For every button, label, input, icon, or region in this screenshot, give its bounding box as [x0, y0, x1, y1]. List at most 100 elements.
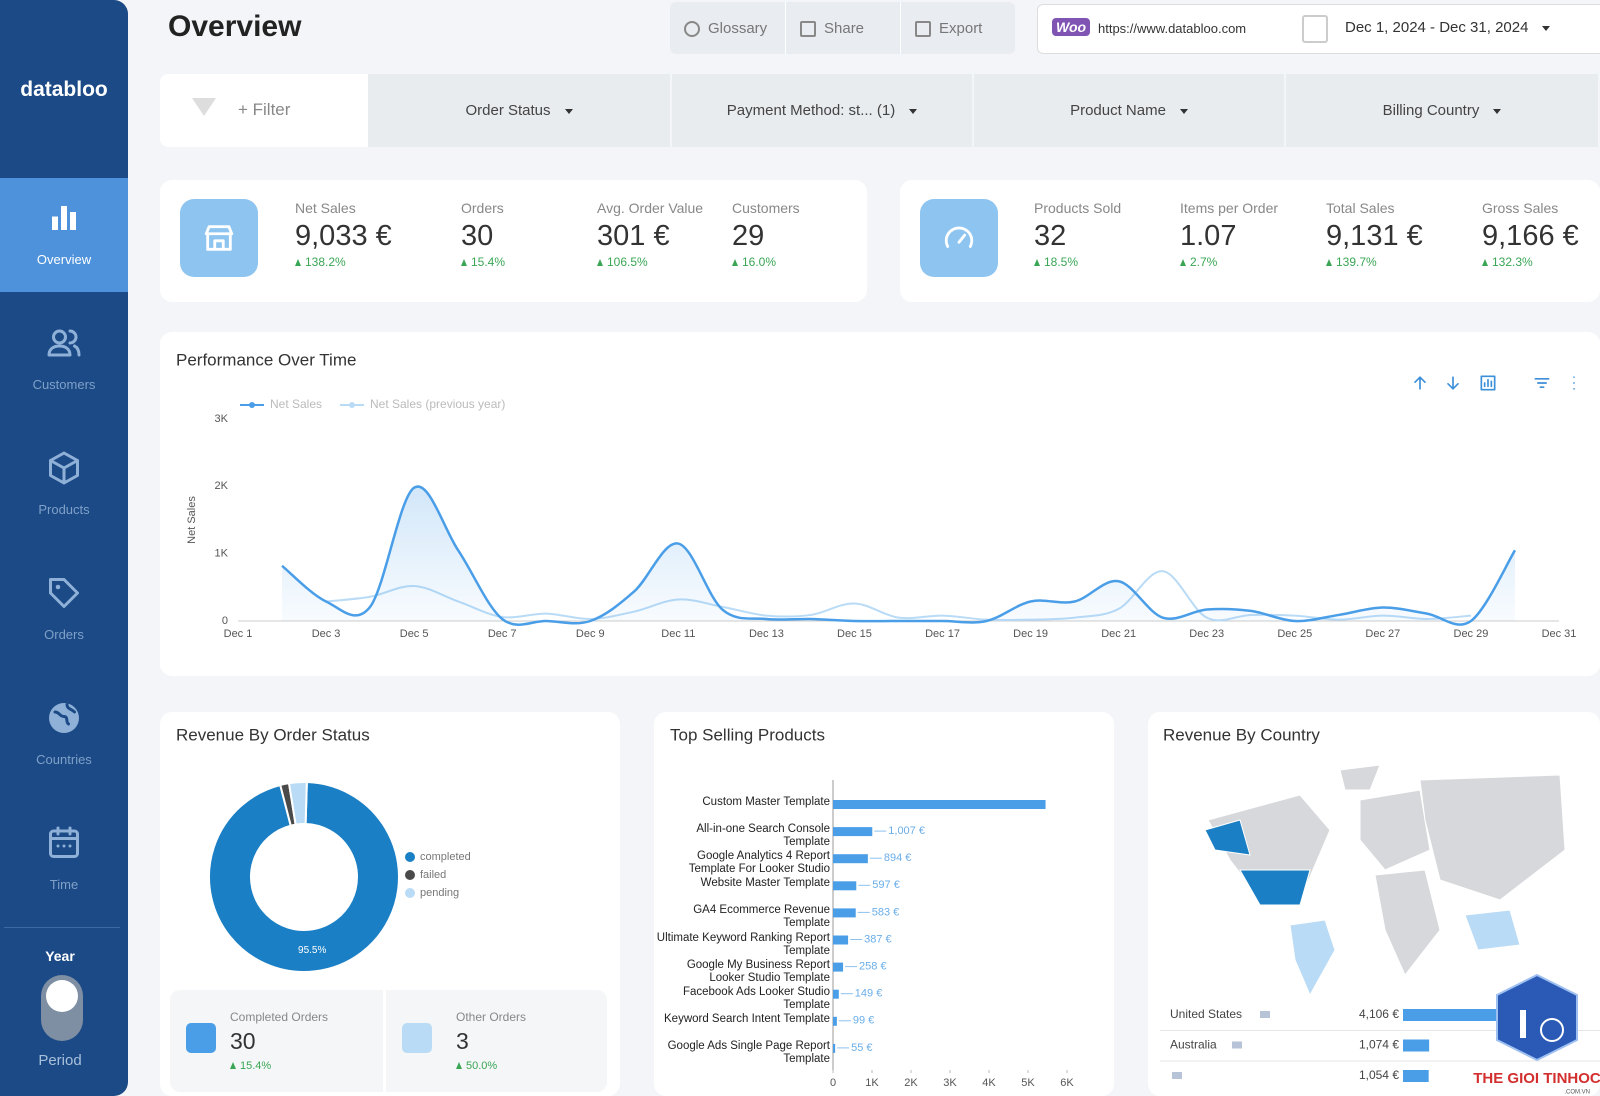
nav-icon-part: [52, 216, 58, 230]
kpi-label: Products Sold: [1034, 200, 1122, 216]
value-label: 149 €: [855, 988, 883, 1000]
nav-item[interactable]: Countries: [0, 678, 128, 792]
kpi-value: 1.07: [1180, 220, 1237, 252]
order-summary-icon: [186, 1023, 216, 1053]
category-label: Custom Master Template: [702, 796, 830, 808]
header-button[interactable]: Glossary: [670, 2, 784, 54]
map-region: [1359, 789, 1431, 871]
caret: [1542, 25, 1551, 31]
x-tick-label: Dec 31: [1542, 628, 1577, 640]
chart-card: [654, 712, 1114, 1096]
category-label-box: Google My Business Report Looker Studio …: [687, 959, 830, 984]
value-label: 1,054 €: [1359, 1068, 1399, 1082]
value-label: 1,074 €: [1359, 1038, 1399, 1052]
flag: [1232, 1041, 1242, 1049]
brand: databloo: [20, 78, 108, 101]
bar: [833, 854, 868, 864]
x-tick-label: 6K: [1060, 1077, 1074, 1089]
category-label-box: Keyword Search Intent Template: [664, 1012, 830, 1025]
category-label: All-in-one Search Console Template: [696, 823, 830, 849]
nav-icon-part: [49, 578, 79, 608]
watermark-globe: [1540, 1018, 1564, 1042]
kpi-change: 132.3%: [1482, 255, 1533, 269]
bar: [833, 800, 1046, 809]
kpi-icon-part: [204, 225, 234, 251]
y-axis-label: Net Sales: [186, 496, 198, 544]
caret: [1179, 108, 1188, 114]
legend-label: completed: [420, 851, 471, 863]
map-region: [1464, 909, 1521, 951]
watermark-text: THE GIOI TINHOC: [1473, 1070, 1600, 1087]
category-label-box: GA4 Ecommerce Revenue Template: [693, 904, 830, 929]
order-summary-label: Completed Orders: [230, 1010, 329, 1024]
kpi-value: 9,033 €: [295, 220, 392, 252]
watermark-sub: .COM.VN: [1564, 1090, 1590, 1096]
nav-icon-part: [49, 451, 79, 485]
slice-label: 95.5%: [298, 945, 326, 956]
nav-item[interactable]: Products: [0, 428, 128, 542]
country-name: United States: [1170, 1007, 1242, 1021]
category-label-box: Google Ads Single Page Report Template: [668, 1040, 830, 1065]
toolbar-icon-part: [1414, 376, 1426, 390]
line: [281, 485, 1517, 626]
filter-dropdown[interactable]: Product Name: [974, 74, 1284, 147]
watermark-logo: [1496, 973, 1578, 1062]
filter-dropdown-label: Payment Method: st... (1): [726, 102, 896, 119]
date-range[interactable]: Dec 1, 2024 - Dec 31, 2024: [1345, 19, 1551, 36]
order-summary-label: Other Orders: [456, 1010, 527, 1024]
nav-label: Customers: [32, 377, 96, 392]
category-label-box: Ultimate Keyword Ranking Report Template: [657, 932, 830, 957]
nav-item[interactable]: Customers: [0, 303, 128, 417]
x-tick-label: 2K: [904, 1077, 918, 1089]
filter-add[interactable]: + Filter: [160, 74, 368, 147]
nav-label: Time: [49, 877, 79, 892]
calendar-icon: [1302, 15, 1328, 43]
caret: [1493, 108, 1502, 114]
value-label: 597 €: [872, 879, 900, 891]
order-summary: Completed Orders 30 15.4%: [170, 990, 383, 1092]
kpi-value: 32: [1034, 220, 1067, 252]
toggle[interactable]: [41, 975, 83, 1041]
legend-dot: [405, 870, 415, 880]
header-button[interactable]: Share: [785, 2, 900, 54]
page-title: Overview: [168, 10, 302, 43]
button-group: Glossary Share Export: [670, 2, 1015, 54]
filter-dropdown[interactable]: Order Status: [368, 74, 670, 147]
legend-label: failed: [420, 869, 446, 881]
category-label: Website Master Template: [700, 877, 830, 890]
kpi-change: 15.4%: [461, 255, 505, 269]
bar: [833, 1016, 837, 1026]
kpi-label: Items per Order: [1180, 200, 1279, 216]
nav-icon-part: [62, 844, 66, 848]
legend-dot: [349, 402, 355, 408]
flag: [1172, 1072, 1182, 1079]
map-region: [1239, 869, 1311, 906]
nav-item[interactable]: Time: [0, 803, 128, 917]
filter-dropdown[interactable]: Billing Country: [1286, 74, 1598, 147]
category-label: Keyword Search Intent Template: [664, 1012, 830, 1025]
x-tick-label: Dec 27: [1365, 628, 1400, 640]
order-summary-value: 3: [456, 1028, 469, 1054]
x-tick-label: Dec 15: [837, 628, 872, 640]
nav-item[interactable]: Orders: [0, 553, 128, 667]
nav-icon: [49, 451, 79, 485]
kpi-icon-glyph: [944, 226, 974, 248]
x-tick-label: Dec 19: [1013, 628, 1048, 640]
nav-icon-part: [47, 344, 72, 357]
x-tick-label: Dec 23: [1189, 628, 1224, 640]
x-tick-label: 1K: [865, 1077, 879, 1089]
nav-icon: [52, 206, 76, 230]
x-tick-label: Dec 1: [224, 628, 253, 640]
filter-dropdown[interactable]: Payment Method: st... (1): [672, 74, 972, 147]
kpi-icon-glyph: [204, 225, 234, 251]
source-url: https://www.databloo.com: [1098, 21, 1247, 36]
map-region: [1419, 774, 1566, 901]
button-icon: [800, 21, 816, 37]
nav-item[interactable]: Overview: [0, 178, 128, 292]
toolbar-icon: [1447, 376, 1459, 390]
bar: [833, 989, 839, 999]
order-summary: Other Orders 3 50.0%: [386, 990, 607, 1092]
header-button[interactable]: Export: [900, 2, 1015, 54]
chart-title: Revenue By Order Status: [176, 725, 370, 744]
